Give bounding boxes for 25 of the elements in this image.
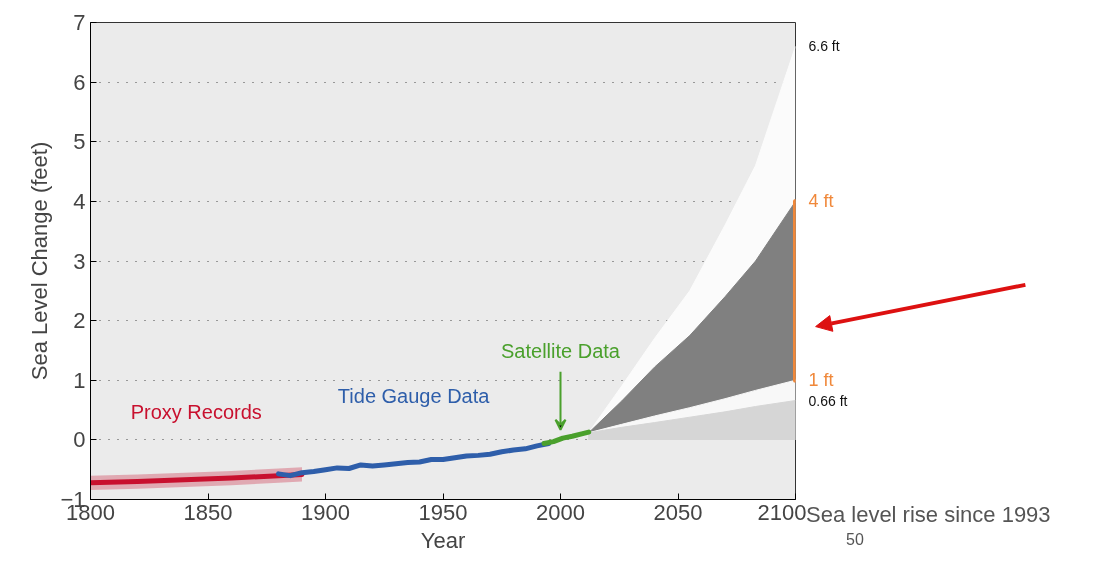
y-tick-label: 0 — [73, 427, 86, 453]
text: Sea level rise since 1993 — [806, 501, 1051, 529]
y-tick-label: 5 — [73, 129, 86, 155]
data-label: 4 ft — [808, 191, 834, 212]
annotation: Satellite Data — [501, 339, 621, 362]
x-axis-title: Year — [420, 527, 466, 553]
data-label: 0.66 ft — [808, 392, 848, 409]
data-label: 6.6 ft — [808, 38, 840, 55]
data-label: 1 ft — [808, 370, 834, 391]
text: 50 — [846, 530, 864, 550]
text: Tide Gauge Data — [337, 384, 491, 407]
y-tick-label: 7 — [73, 10, 86, 35]
y-axis-title: Sea Level Change (feet) — [27, 141, 53, 381]
x-tick-label: 1950 — [418, 499, 468, 525]
x-tick-label: 1900 — [301, 499, 350, 525]
y-tick-label: 1 — [73, 367, 86, 393]
x-tick-label: 2050 — [653, 499, 703, 525]
y-tick-label: 2 — [73, 308, 86, 334]
y-tick-label: 3 — [73, 248, 86, 274]
x-tick-label: 2100 — [757, 499, 807, 525]
x-tick-label: 1850 — [183, 499, 233, 525]
y-tick-label: 6 — [73, 69, 86, 95]
y-tick-label: 4 — [73, 188, 86, 214]
x-tick-label: 2000 — [536, 499, 585, 525]
text: Proxy Records — [130, 401, 262, 424]
